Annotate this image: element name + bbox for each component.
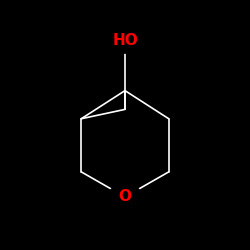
Ellipse shape xyxy=(98,28,152,53)
Text: O: O xyxy=(118,190,132,204)
Text: HO: HO xyxy=(112,33,138,48)
Ellipse shape xyxy=(108,184,142,209)
